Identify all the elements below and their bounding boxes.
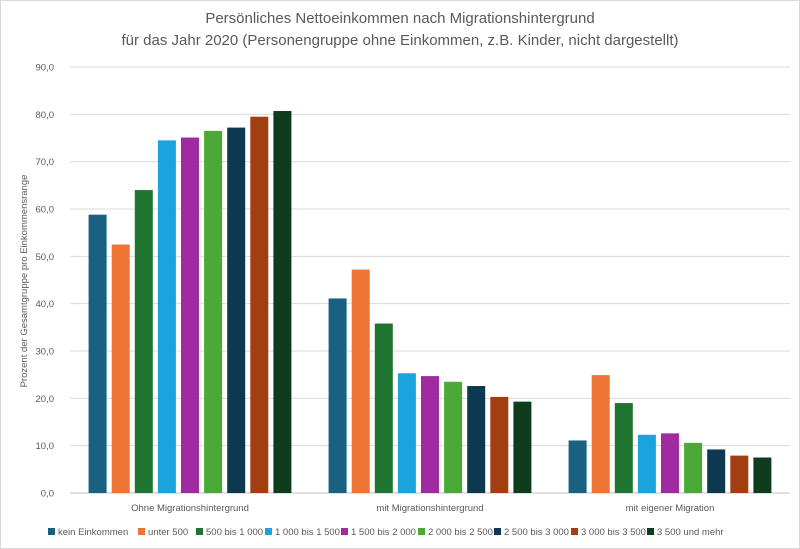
y-tick-label: 0,0 — [41, 489, 54, 500]
bar — [753, 457, 772, 493]
x-category-label: mit eigener Migration — [626, 503, 715, 514]
chart-title: Persönliches Nettoeinkommen nach Migrati… — [205, 10, 594, 27]
bar — [397, 373, 416, 493]
bar — [591, 375, 610, 493]
bar — [88, 214, 107, 493]
legend-swatch — [647, 528, 654, 535]
legend-label: kein Einkommen — [58, 527, 128, 538]
y-tick-label: 70,0 — [36, 157, 55, 168]
bar — [227, 127, 246, 493]
y-tick-label: 40,0 — [36, 299, 55, 310]
bar — [351, 269, 370, 493]
bar — [204, 130, 223, 493]
bar — [513, 401, 532, 493]
legend-label: 1 000 bis 1 500 — [275, 527, 340, 538]
legend-label: 3 500 und mehr — [657, 527, 724, 538]
legend-label: 1 500 bis 2 000 — [351, 527, 416, 538]
y-tick-label: 20,0 — [36, 394, 55, 405]
bar — [467, 386, 486, 493]
y-tick-label: 80,0 — [36, 110, 55, 121]
bar — [421, 376, 439, 493]
bar — [111, 244, 130, 493]
bar — [490, 396, 509, 493]
y-tick-label: 60,0 — [36, 205, 55, 216]
x-category-label: Ohne Migrationshintergrund — [131, 503, 249, 514]
legend-swatch — [418, 528, 425, 535]
legend-swatch — [196, 528, 203, 535]
legend-swatch — [138, 528, 145, 535]
legend-swatch — [48, 528, 55, 535]
legend: kein Einkommen unter 500 500 bis 1 000 1 00… — [48, 527, 724, 538]
y-axis-ticks: 0,0 10,0 20,0 30,0 40,0 50,0 60,0 70,0 80,0 90,0 — [36, 63, 55, 500]
legend-label: 500 bis 1 000 — [206, 527, 263, 538]
bar — [374, 323, 393, 493]
legend-label: unter 500 — [148, 527, 188, 538]
bar — [568, 440, 587, 493]
bar — [134, 190, 153, 494]
bar — [328, 298, 347, 493]
y-tick-label: 50,0 — [36, 252, 55, 263]
bar — [684, 442, 703, 493]
legend-label: 2 000 bis 2 500 — [428, 527, 493, 538]
bar — [730, 455, 749, 493]
y-tick-label: 10,0 — [36, 441, 55, 452]
legend-label: 3 000 bis 3 500 — [581, 527, 646, 538]
bar — [181, 137, 199, 493]
bar — [444, 381, 463, 493]
bar — [614, 403, 633, 493]
bar — [157, 140, 176, 493]
legend-swatch — [494, 528, 501, 535]
legend-label: 2 500 bis 3 000 — [504, 527, 569, 538]
y-tick-label: 30,0 — [36, 347, 55, 358]
y-axis-label: Prozent der Gesamtgruppe pro Einkommensr… — [19, 175, 30, 388]
bar — [250, 116, 269, 493]
bar — [707, 449, 726, 493]
x-axis-categories: Ohne Migrationshintergrund mit Migrations… — [131, 503, 714, 514]
bar — [273, 111, 292, 494]
legend-swatch — [265, 528, 272, 535]
legend-swatch — [341, 528, 348, 535]
chart-subtitle: für das Jahr 2020 (Personengruppe ohne E… — [122, 32, 679, 49]
bar — [661, 433, 679, 493]
x-category-label: mit Migrationshintergrund — [376, 503, 483, 514]
y-tick-label: 90,0 — [36, 63, 55, 74]
legend-swatch — [571, 528, 578, 535]
bars — [88, 111, 772, 494]
bar — [637, 434, 656, 493]
